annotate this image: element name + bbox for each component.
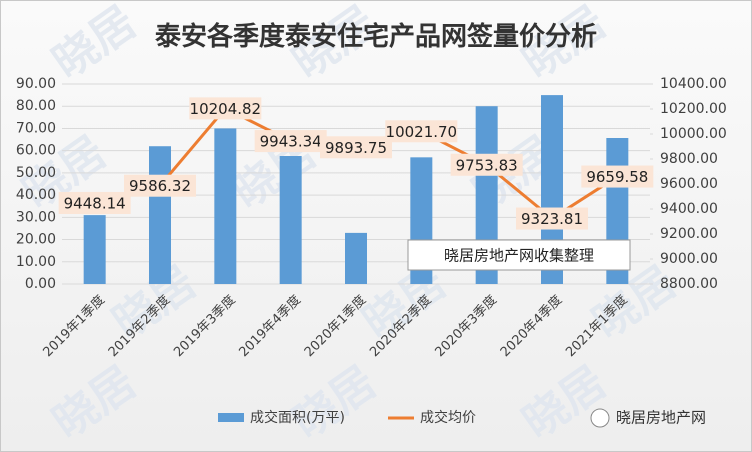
annotation-box xyxy=(407,239,631,271)
data-label-box xyxy=(516,207,588,230)
y-tick-label: 50.00 xyxy=(16,165,56,181)
bar xyxy=(345,232,367,284)
data-label-box xyxy=(254,130,327,153)
data-label-box xyxy=(58,191,131,214)
y-tick-label: 70.00 xyxy=(16,120,56,136)
y-tick-label: 90.00 xyxy=(16,76,56,92)
data-label-box xyxy=(124,174,196,197)
bar xyxy=(541,95,563,284)
y2-tick-label: 9800.00 xyxy=(660,151,718,167)
y-tick-label: 80.00 xyxy=(16,98,56,114)
legend-swatch xyxy=(218,413,244,422)
data-label: 10204.82 xyxy=(190,100,262,118)
data-label-box xyxy=(581,165,654,188)
data-label: 9586.32 xyxy=(129,177,191,195)
data-label: 10021.70 xyxy=(386,123,458,141)
data-label: 9448.14 xyxy=(64,194,126,212)
y-tick-label: 20.00 xyxy=(16,232,56,248)
y2-tick-label: 8800.00 xyxy=(660,276,718,292)
data-label: 9753.83 xyxy=(456,156,518,174)
data-label: 9323.81 xyxy=(521,210,583,228)
data-label: 9893.75 xyxy=(325,139,387,157)
y-tick-label: 40.00 xyxy=(16,187,56,203)
y2-tick-label: 10400.00 xyxy=(660,76,727,92)
y2-tick-label: 9600.00 xyxy=(660,176,718,192)
y2-tick-label: 10000.00 xyxy=(660,126,727,142)
bar xyxy=(83,215,106,284)
data-label-box xyxy=(450,153,523,176)
y2-tick-label: 9200.00 xyxy=(660,226,718,242)
y-tick-label: 10.00 xyxy=(16,254,56,270)
y2-tick-label: 9000.00 xyxy=(660,251,718,267)
annotation: 晓居房地产网收集整理 xyxy=(444,247,594,265)
y-tick-label: 30.00 xyxy=(16,209,56,225)
legend-label: 成交均价 xyxy=(420,409,476,426)
source: 晓居房地产网 xyxy=(616,409,706,427)
data-label-box xyxy=(385,120,458,143)
y2-tick-label: 9400.00 xyxy=(660,201,718,217)
chart-title: 泰安各季度泰安住宅产品网签量价分析 xyxy=(155,21,597,52)
bar xyxy=(214,128,237,284)
source-icon xyxy=(590,408,610,428)
data-label-box xyxy=(320,136,392,159)
data-label: 9659.58 xyxy=(586,168,648,186)
legend-label: 成交面积(万平) xyxy=(250,409,345,426)
bar xyxy=(149,146,171,284)
y-tick-label: 0.00 xyxy=(25,276,56,292)
data-label: 9943.34 xyxy=(260,133,322,151)
y-tick-label: 60.00 xyxy=(16,143,56,159)
data-label-box xyxy=(189,97,262,120)
y2-tick-label: 10200.00 xyxy=(660,101,727,117)
bar xyxy=(279,156,302,284)
